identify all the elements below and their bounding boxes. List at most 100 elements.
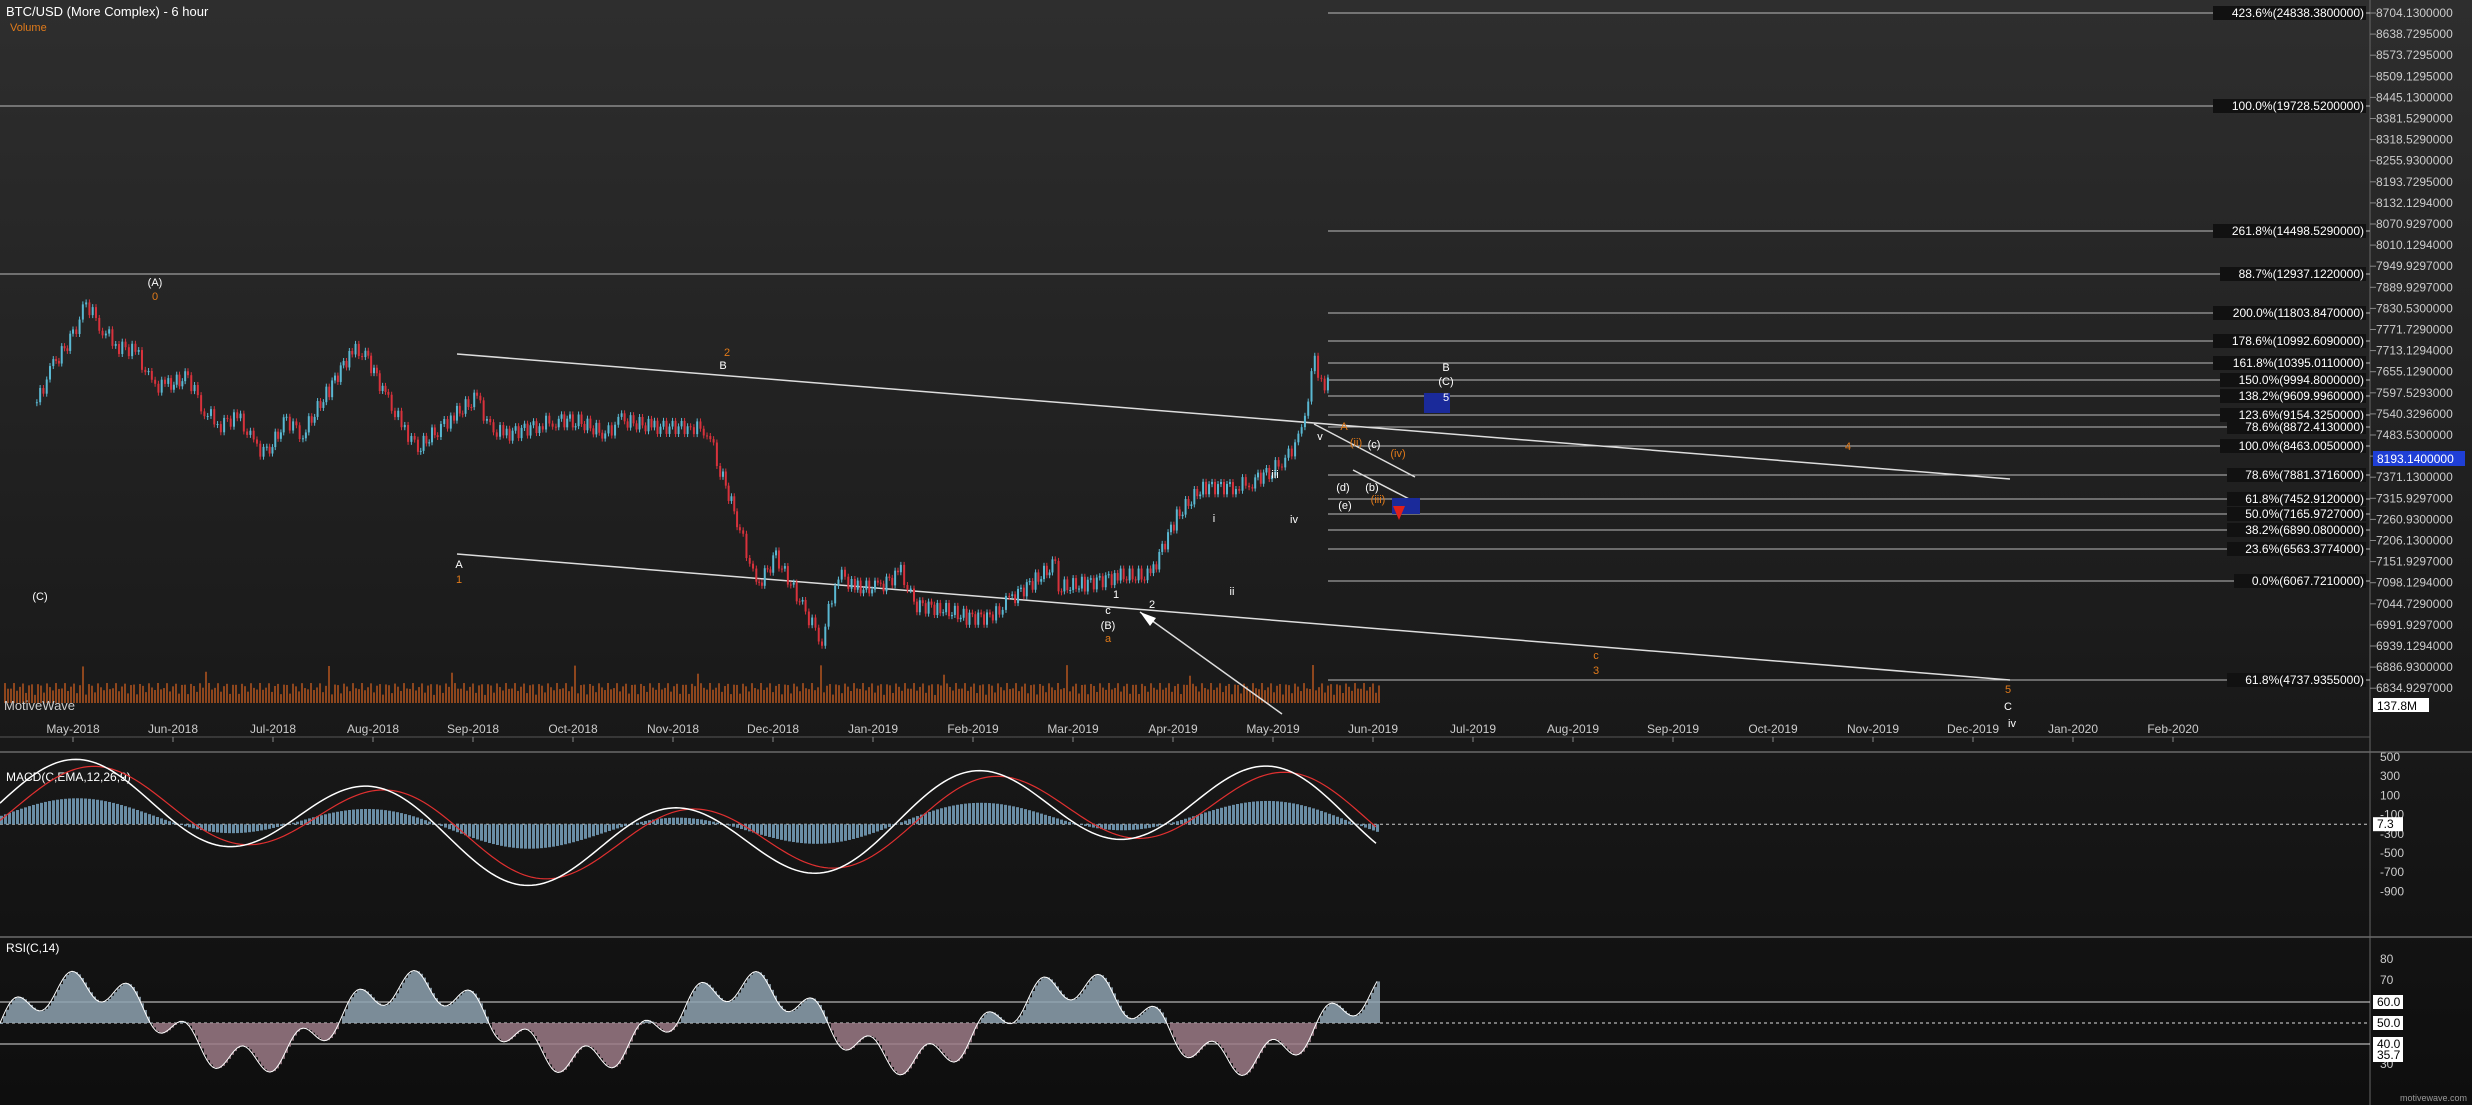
candle-body	[1161, 543, 1164, 552]
volume-bar	[409, 688, 411, 703]
volume-bar	[697, 673, 699, 703]
macd-histogram-bar	[1332, 815, 1335, 825]
volume-bar	[958, 688, 960, 703]
candle-body	[52, 359, 55, 367]
rsi-fill	[111, 995, 114, 1023]
macd-histogram-bar	[408, 815, 411, 825]
macd-histogram-bar	[600, 824, 603, 834]
candle-body	[959, 617, 962, 620]
rsi-fill	[1305, 1023, 1308, 1048]
macd-histogram-bar	[1316, 809, 1319, 825]
macd-histogram-bar	[828, 824, 831, 844]
candle-body	[489, 418, 492, 423]
fib-label-bg	[2213, 356, 2366, 370]
rsi-fill	[168, 1023, 171, 1031]
candle-body	[249, 430, 252, 435]
rsi-fill	[237, 1023, 240, 1049]
rsi-fill	[438, 1002, 441, 1023]
rsi-fill	[501, 1023, 504, 1042]
volume-bar	[1153, 687, 1155, 703]
rsi-fill	[375, 1000, 378, 1023]
macd-histogram-bar	[1100, 824, 1103, 829]
volume-bar	[373, 692, 375, 703]
volume-bar	[640, 683, 642, 703]
candle-body	[617, 416, 620, 425]
volume-bar	[388, 685, 390, 703]
macd-histogram-bar	[684, 817, 687, 825]
rsi-fill	[1188, 1023, 1191, 1058]
volume-bar	[256, 689, 258, 703]
candle-body	[121, 341, 124, 354]
macd-histogram-bar	[296, 821, 299, 825]
volume-bar	[919, 686, 921, 703]
volume-bar	[523, 683, 525, 703]
macd-histogram-bar	[256, 824, 259, 832]
volume-bar	[898, 686, 900, 703]
macd-histogram-bar	[120, 804, 123, 825]
candle-body	[1146, 568, 1149, 581]
macd-histogram-bar	[972, 802, 975, 825]
rsi-fill	[1248, 1023, 1251, 1073]
macd-histogram-bar	[260, 824, 263, 831]
price-tick-label: 8381.5290000	[2376, 112, 2453, 126]
rsi-fill	[189, 1023, 192, 1026]
rsi-fill	[303, 1023, 306, 1029]
candle-body	[1051, 559, 1054, 573]
volume-bar	[184, 684, 186, 703]
volume-bar	[670, 691, 672, 703]
rsi-fill	[897, 1023, 900, 1074]
candle-body	[1040, 579, 1043, 582]
rsi-fill	[1374, 986, 1377, 1023]
rsi-fill	[216, 1023, 219, 1069]
candle-body	[817, 627, 820, 642]
rsi-fill	[531, 1023, 534, 1033]
macd-histogram-bar	[100, 800, 103, 825]
rsi-fill	[915, 1023, 918, 1059]
macd-histogram-bar	[540, 824, 543, 849]
date-axis: May-2018 Jun-2018 Jul-2018 Aug-2018 Sep-2018…	[46, 722, 2199, 742]
candle-body	[322, 402, 325, 408]
macd-histogram-bar	[888, 824, 891, 827]
rsi-fill	[156, 1023, 159, 1031]
volume-bar	[550, 687, 552, 703]
candle-body	[242, 413, 245, 432]
macd-histogram-bar	[1300, 805, 1303, 825]
volume-bar	[916, 690, 918, 703]
candle-body	[592, 428, 595, 435]
candle-body	[1178, 509, 1181, 517]
candle-body	[945, 602, 948, 613]
rsi-fill	[372, 997, 375, 1023]
date-tick-label: Jun-2019	[1348, 722, 1398, 736]
candle-body	[1152, 564, 1155, 574]
candle-body	[980, 612, 983, 615]
rsi-fill	[525, 1023, 528, 1030]
volume-bar	[7, 688, 9, 703]
rsi-fill	[612, 1023, 615, 1068]
volume-bar	[859, 688, 861, 703]
fib-label-bg	[2220, 389, 2366, 403]
volume-bar	[70, 686, 72, 703]
volume-bar	[1180, 694, 1182, 703]
volume-bar	[634, 684, 636, 703]
rsi-fill	[321, 1023, 324, 1040]
rsi-fill	[423, 977, 426, 1023]
volume-bar	[274, 685, 276, 703]
rsi-fill	[528, 1023, 531, 1030]
candle-body	[532, 421, 535, 426]
volume-bar	[109, 689, 111, 703]
volume-bar	[1318, 687, 1320, 703]
volume-bar	[151, 687, 153, 703]
date-tick-label: Sep-2019	[1647, 722, 1699, 736]
candle-body	[154, 379, 157, 384]
macd-histogram-bar	[1348, 821, 1351, 825]
volume-bar	[1129, 693, 1131, 703]
macd-histogram-bar	[1340, 818, 1343, 825]
macd-histogram-bar	[228, 824, 231, 834]
volume-bar	[652, 687, 654, 703]
candle-body	[1095, 577, 1098, 590]
rsi-fill	[861, 1023, 864, 1040]
macd-histogram-bar	[660, 818, 663, 825]
macd-histogram-bar	[1288, 802, 1291, 825]
rsi-fill	[351, 997, 354, 1023]
